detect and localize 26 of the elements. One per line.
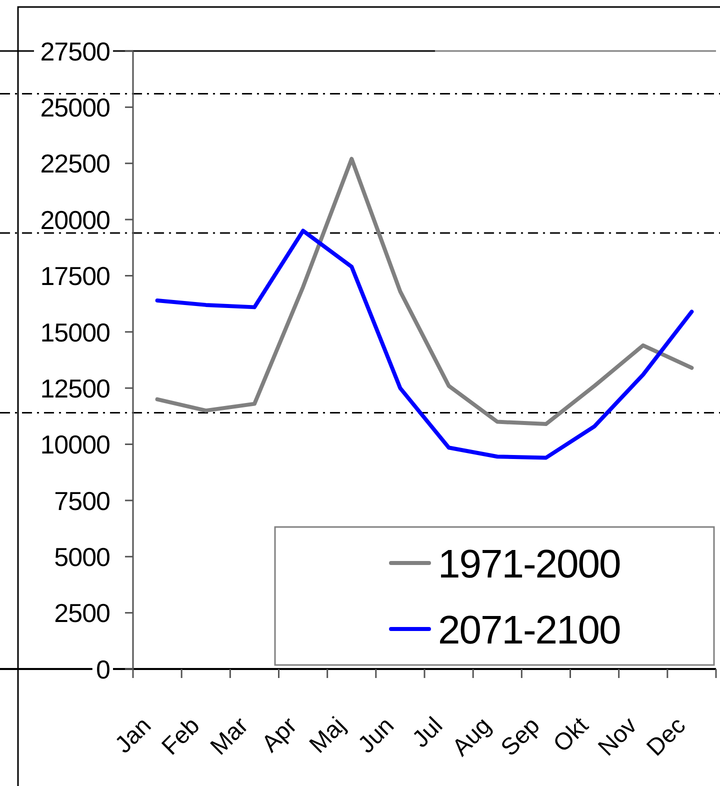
y-tick-label: 2500 bbox=[54, 598, 110, 628]
y-tick-label: 17500 bbox=[40, 261, 110, 292]
y-tick-label: 15000 bbox=[40, 317, 110, 348]
legend-label: 2071-2100 bbox=[438, 608, 620, 652]
x-tick-label: Apr bbox=[256, 712, 302, 758]
y-tick-label: 7500 bbox=[54, 486, 110, 516]
y-tick-label: 20000 bbox=[40, 204, 110, 235]
x-tick-label: Sep bbox=[496, 712, 546, 762]
x-tick-label: Okt bbox=[548, 712, 594, 758]
x-tick-label: Jun bbox=[352, 712, 400, 759]
x-tick-label: Jul bbox=[407, 712, 448, 753]
y-tick-label: 12500 bbox=[40, 373, 110, 404]
x-tick-label: Feb bbox=[156, 712, 206, 760]
x-tick-label: Dec bbox=[642, 712, 691, 762]
y-tick-label: 5000 bbox=[54, 542, 110, 572]
y-tick-label: 27500 bbox=[40, 36, 110, 66]
legend-label: 1971-2000 bbox=[438, 542, 620, 586]
y-tick-label: 22500 bbox=[40, 148, 110, 179]
x-tick-label: Mar bbox=[205, 712, 254, 760]
x-tick-label: Jan bbox=[110, 712, 157, 759]
y-tick-label: 10000 bbox=[40, 430, 110, 460]
y-tick-label: 25000 bbox=[40, 92, 110, 123]
x-tick-label: Maj bbox=[304, 712, 351, 759]
x-tick-label: Aug bbox=[447, 712, 497, 762]
y-tick-label: 0 bbox=[96, 654, 110, 684]
x-tick-label: Nov bbox=[593, 712, 642, 762]
